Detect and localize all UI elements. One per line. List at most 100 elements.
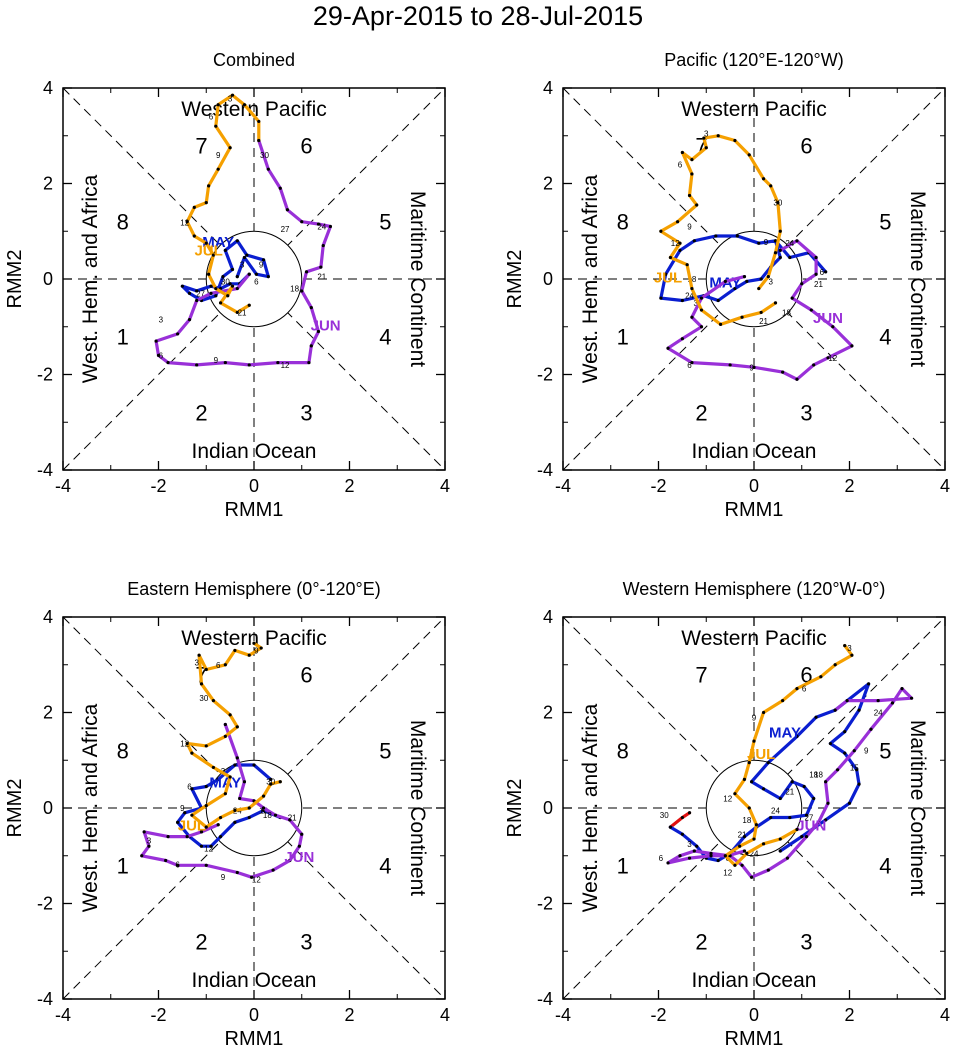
day-label: 6: [159, 351, 164, 360]
data-point: [733, 138, 737, 143]
panel-title: Eastern Hemisphere (0°-120°E): [127, 579, 381, 599]
y-tick-label: 4: [43, 78, 53, 98]
day-label: 6: [659, 854, 664, 863]
month-label-jul: JUL: [654, 270, 682, 287]
data-point: [183, 811, 187, 815]
panel-title: Combined: [213, 50, 295, 70]
data-point: [309, 344, 313, 348]
data-point: [699, 296, 704, 300]
phase-number: 4: [379, 324, 391, 349]
data-point: [235, 239, 239, 243]
y-tick-label: 0: [543, 798, 553, 818]
phase-number: 1: [617, 853, 629, 878]
data-point: [716, 298, 720, 303]
day-label: 24: [750, 849, 759, 858]
data-point: [185, 741, 189, 746]
unit-circle: [205, 230, 303, 328]
x-tick-label: -2: [650, 1005, 666, 1025]
y-axis-label: RMM2: [504, 250, 526, 309]
data-point: [814, 255, 818, 260]
data-point: [733, 792, 737, 796]
day-label: 24: [771, 806, 780, 815]
phase-number: 4: [879, 324, 891, 349]
month-label-may: MAY: [202, 234, 234, 251]
region-label-bottom: Indian Ocean: [692, 440, 817, 463]
day-label: 12: [281, 361, 290, 370]
phase-number: 6: [300, 662, 312, 687]
data-point: [242, 255, 247, 260]
day-label: 9: [687, 222, 692, 231]
panel-title: Pacific (120°E-120°W): [664, 50, 843, 70]
day-label: 24: [785, 239, 794, 248]
data-point: [833, 708, 837, 712]
data-point: [247, 272, 251, 276]
data-point: [778, 837, 782, 841]
data-point: [233, 820, 237, 824]
data-point: [761, 177, 766, 181]
data-point: [316, 329, 321, 334]
data-point: [692, 239, 696, 243]
x-tick-label: 0: [249, 476, 259, 496]
data-point: [716, 134, 720, 138]
data-point: [257, 138, 261, 143]
data-point: [228, 282, 232, 286]
data-point: [824, 780, 828, 784]
phase-number: 2: [195, 401, 207, 426]
day-label: 15: [850, 763, 859, 772]
data-point: [247, 815, 251, 820]
data-point: [185, 835, 189, 839]
data-point: [233, 763, 237, 767]
day-label: 21: [759, 317, 768, 326]
data-point: [666, 346, 670, 350]
data-point: [773, 239, 778, 243]
data-point: [824, 270, 828, 274]
data-point: [699, 325, 704, 329]
data-point: [747, 761, 751, 765]
data-point: [230, 93, 235, 97]
day-label: 6: [175, 860, 180, 869]
data-point: [816, 820, 821, 824]
data-point: [843, 644, 847, 648]
data-point: [785, 856, 790, 860]
day-label: 18: [687, 275, 696, 284]
data-point: [687, 193, 692, 198]
data-point: [738, 844, 742, 848]
data-point: [147, 844, 151, 848]
data-point: [300, 289, 304, 293]
data-point: [750, 780, 754, 784]
data-point: [154, 339, 158, 343]
day-label: 27: [804, 814, 813, 823]
data-point: [223, 248, 227, 252]
data-point: [843, 730, 847, 734]
region-label-bottom: Indian Ocean: [192, 969, 317, 992]
day-label: 3: [704, 129, 709, 138]
phase-number: 3: [300, 930, 312, 955]
data-point: [740, 863, 744, 867]
day-label: 30: [266, 778, 275, 787]
data-point: [207, 272, 211, 276]
data-point: [776, 201, 780, 205]
data-point: [254, 272, 258, 276]
data-point: [690, 286, 694, 291]
data-point: [214, 286, 218, 291]
x-tick-label: -4: [555, 476, 571, 496]
day-label: 3: [768, 277, 773, 286]
day-label: 6: [254, 277, 259, 286]
data-point: [176, 820, 180, 824]
phase-number: 2: [195, 930, 207, 955]
y-tick-label: -2: [537, 365, 553, 385]
phase-number: 8: [617, 210, 629, 235]
data-point: [754, 823, 758, 827]
data-point: [757, 286, 761, 291]
data-point: [752, 837, 756, 841]
data-point: [288, 858, 292, 863]
day-label: 30: [199, 694, 208, 703]
x-tick-label: -4: [55, 476, 71, 496]
page-title: 29-Apr-2015 to 28-Jul-2015: [312, 1, 644, 31]
data-point: [252, 641, 256, 645]
data-point: [278, 780, 282, 784]
day-label: 27: [196, 289, 205, 298]
data-point: [300, 832, 304, 836]
data-point: [747, 806, 751, 810]
